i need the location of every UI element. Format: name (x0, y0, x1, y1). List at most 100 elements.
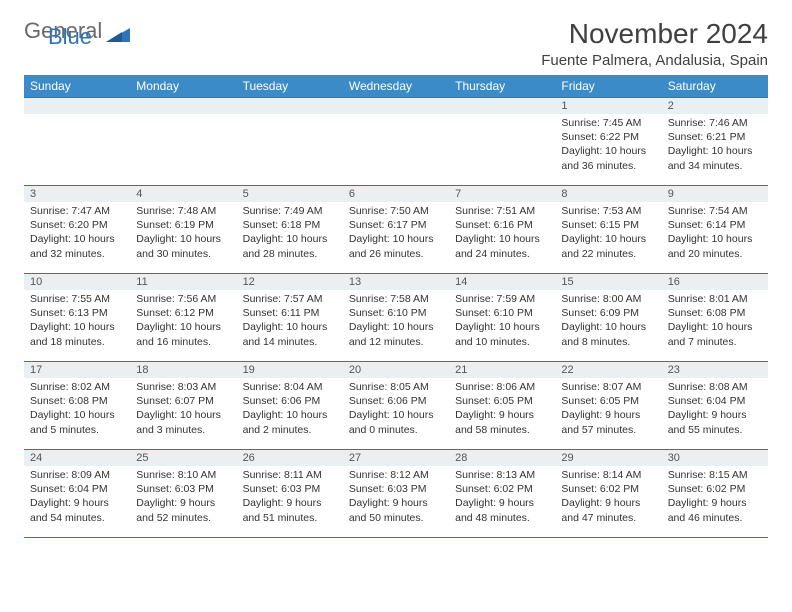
sunrise-line: Sunrise: 8:04 AM (243, 380, 337, 394)
sunrise-line: Sunrise: 8:07 AM (561, 380, 655, 394)
sunset-line: Sunset: 6:20 PM (30, 218, 124, 232)
calendar-table: Sunday Monday Tuesday Wednesday Thursday… (24, 75, 768, 538)
daylight-line: Daylight: 10 hours and 8 minutes. (561, 320, 655, 348)
calendar-cell: 10Sunrise: 7:55 AMSunset: 6:13 PMDayligh… (24, 274, 130, 362)
brand-word2: Blue (48, 24, 92, 50)
day-number: 27 (343, 450, 449, 466)
calendar-cell: 27Sunrise: 8:12 AMSunset: 6:03 PMDayligh… (343, 450, 449, 538)
daylight-line: Daylight: 10 hours and 36 minutes. (561, 144, 655, 172)
daylight-line: Daylight: 10 hours and 16 minutes. (136, 320, 230, 348)
daylight-line: Daylight: 10 hours and 34 minutes. (668, 144, 762, 172)
day-details: Sunrise: 7:56 AMSunset: 6:12 PMDaylight:… (130, 290, 236, 353)
sunset-line: Sunset: 6:03 PM (136, 482, 230, 496)
day-details: Sunrise: 8:03 AMSunset: 6:07 PMDaylight:… (130, 378, 236, 441)
weekday-header-row: Sunday Monday Tuesday Wednesday Thursday… (24, 75, 768, 98)
day-number: 29 (555, 450, 661, 466)
day-number (237, 98, 343, 114)
day-details: Sunrise: 8:01 AMSunset: 6:08 PMDaylight:… (662, 290, 768, 353)
calendar-cell: 28Sunrise: 8:13 AMSunset: 6:02 PMDayligh… (449, 450, 555, 538)
day-details: Sunrise: 7:51 AMSunset: 6:16 PMDaylight:… (449, 202, 555, 265)
calendar-cell: 24Sunrise: 8:09 AMSunset: 6:04 PMDayligh… (24, 450, 130, 538)
day-number: 12 (237, 274, 343, 290)
day-number: 18 (130, 362, 236, 378)
day-details: Sunrise: 7:57 AMSunset: 6:11 PMDaylight:… (237, 290, 343, 353)
calendar-cell: 12Sunrise: 7:57 AMSunset: 6:11 PMDayligh… (237, 274, 343, 362)
calendar-cell: 17Sunrise: 8:02 AMSunset: 6:08 PMDayligh… (24, 362, 130, 450)
sunset-line: Sunset: 6:08 PM (30, 394, 124, 408)
sunset-line: Sunset: 6:04 PM (668, 394, 762, 408)
calendar-cell: 23Sunrise: 8:08 AMSunset: 6:04 PMDayligh… (662, 362, 768, 450)
calendar-cell: 2Sunrise: 7:46 AMSunset: 6:21 PMDaylight… (662, 98, 768, 186)
sunrise-line: Sunrise: 7:58 AM (349, 292, 443, 306)
sunrise-line: Sunrise: 8:08 AM (668, 380, 762, 394)
day-number: 21 (449, 362, 555, 378)
calendar-cell (24, 98, 130, 186)
sunset-line: Sunset: 6:15 PM (561, 218, 655, 232)
daylight-line: Daylight: 10 hours and 3 minutes. (136, 408, 230, 436)
day-details: Sunrise: 8:10 AMSunset: 6:03 PMDaylight:… (130, 466, 236, 529)
day-number: 11 (130, 274, 236, 290)
calendar-cell: 20Sunrise: 8:05 AMSunset: 6:06 PMDayligh… (343, 362, 449, 450)
sunset-line: Sunset: 6:02 PM (455, 482, 549, 496)
day-details: Sunrise: 7:53 AMSunset: 6:15 PMDaylight:… (555, 202, 661, 265)
daylight-line: Daylight: 10 hours and 24 minutes. (455, 232, 549, 260)
day-number: 17 (24, 362, 130, 378)
calendar-week-row: 3Sunrise: 7:47 AMSunset: 6:20 PMDaylight… (24, 186, 768, 274)
calendar-cell (449, 98, 555, 186)
day-details: Sunrise: 7:58 AMSunset: 6:10 PMDaylight:… (343, 290, 449, 353)
day-details: Sunrise: 8:05 AMSunset: 6:06 PMDaylight:… (343, 378, 449, 441)
day-details: Sunrise: 8:04 AMSunset: 6:06 PMDaylight:… (237, 378, 343, 441)
sunset-line: Sunset: 6:16 PM (455, 218, 549, 232)
col-monday: Monday (130, 75, 236, 98)
day-details: Sunrise: 7:55 AMSunset: 6:13 PMDaylight:… (24, 290, 130, 353)
calendar-cell: 6Sunrise: 7:50 AMSunset: 6:17 PMDaylight… (343, 186, 449, 274)
daylight-line: Daylight: 9 hours and 47 minutes. (561, 496, 655, 524)
daylight-line: Daylight: 10 hours and 18 minutes. (30, 320, 124, 348)
sunset-line: Sunset: 6:10 PM (349, 306, 443, 320)
calendar-week-row: 17Sunrise: 8:02 AMSunset: 6:08 PMDayligh… (24, 362, 768, 450)
day-details: Sunrise: 8:06 AMSunset: 6:05 PMDaylight:… (449, 378, 555, 441)
day-details: Sunrise: 7:50 AMSunset: 6:17 PMDaylight:… (343, 202, 449, 265)
daylight-line: Daylight: 10 hours and 2 minutes. (243, 408, 337, 436)
sunrise-line: Sunrise: 8:09 AM (30, 468, 124, 482)
month-title: November 2024 (541, 18, 768, 50)
sunrise-line: Sunrise: 8:14 AM (561, 468, 655, 482)
sunset-line: Sunset: 6:03 PM (349, 482, 443, 496)
sunrise-line: Sunrise: 8:00 AM (561, 292, 655, 306)
calendar-cell: 9Sunrise: 7:54 AMSunset: 6:14 PMDaylight… (662, 186, 768, 274)
day-number: 4 (130, 186, 236, 202)
calendar-cell: 18Sunrise: 8:03 AMSunset: 6:07 PMDayligh… (130, 362, 236, 450)
day-number: 7 (449, 186, 555, 202)
day-number: 28 (449, 450, 555, 466)
day-details: Sunrise: 7:49 AMSunset: 6:18 PMDaylight:… (237, 202, 343, 265)
day-details: Sunrise: 7:48 AMSunset: 6:19 PMDaylight:… (130, 202, 236, 265)
sunset-line: Sunset: 6:02 PM (668, 482, 762, 496)
sunset-line: Sunset: 6:17 PM (349, 218, 443, 232)
sunrise-line: Sunrise: 7:45 AM (561, 116, 655, 130)
day-details: Sunrise: 7:45 AMSunset: 6:22 PMDaylight:… (555, 114, 661, 177)
calendar-body: 1Sunrise: 7:45 AMSunset: 6:22 PMDaylight… (24, 98, 768, 538)
daylight-line: Daylight: 9 hours and 50 minutes. (349, 496, 443, 524)
calendar-cell: 15Sunrise: 8:00 AMSunset: 6:09 PMDayligh… (555, 274, 661, 362)
day-details: Sunrise: 7:47 AMSunset: 6:20 PMDaylight:… (24, 202, 130, 265)
sunset-line: Sunset: 6:22 PM (561, 130, 655, 144)
calendar-cell: 22Sunrise: 8:07 AMSunset: 6:05 PMDayligh… (555, 362, 661, 450)
day-number: 14 (449, 274, 555, 290)
location: Fuente Palmera, Andalusia, Spain (541, 52, 768, 69)
calendar-cell: 3Sunrise: 7:47 AMSunset: 6:20 PMDaylight… (24, 186, 130, 274)
calendar-cell: 16Sunrise: 8:01 AMSunset: 6:08 PMDayligh… (662, 274, 768, 362)
sunrise-line: Sunrise: 8:05 AM (349, 380, 443, 394)
day-number (343, 98, 449, 114)
daylight-line: Daylight: 10 hours and 12 minutes. (349, 320, 443, 348)
col-saturday: Saturday (662, 75, 768, 98)
daylight-line: Daylight: 10 hours and 14 minutes. (243, 320, 337, 348)
sunrise-line: Sunrise: 7:55 AM (30, 292, 124, 306)
calendar-cell: 5Sunrise: 7:49 AMSunset: 6:18 PMDaylight… (237, 186, 343, 274)
daylight-line: Daylight: 10 hours and 28 minutes. (243, 232, 337, 260)
day-details: Sunrise: 8:13 AMSunset: 6:02 PMDaylight:… (449, 466, 555, 529)
brand-triangle-icon (106, 28, 134, 46)
day-details: Sunrise: 7:59 AMSunset: 6:10 PMDaylight:… (449, 290, 555, 353)
day-number: 26 (237, 450, 343, 466)
day-details: Sunrise: 7:46 AMSunset: 6:21 PMDaylight:… (662, 114, 768, 177)
day-number: 5 (237, 186, 343, 202)
